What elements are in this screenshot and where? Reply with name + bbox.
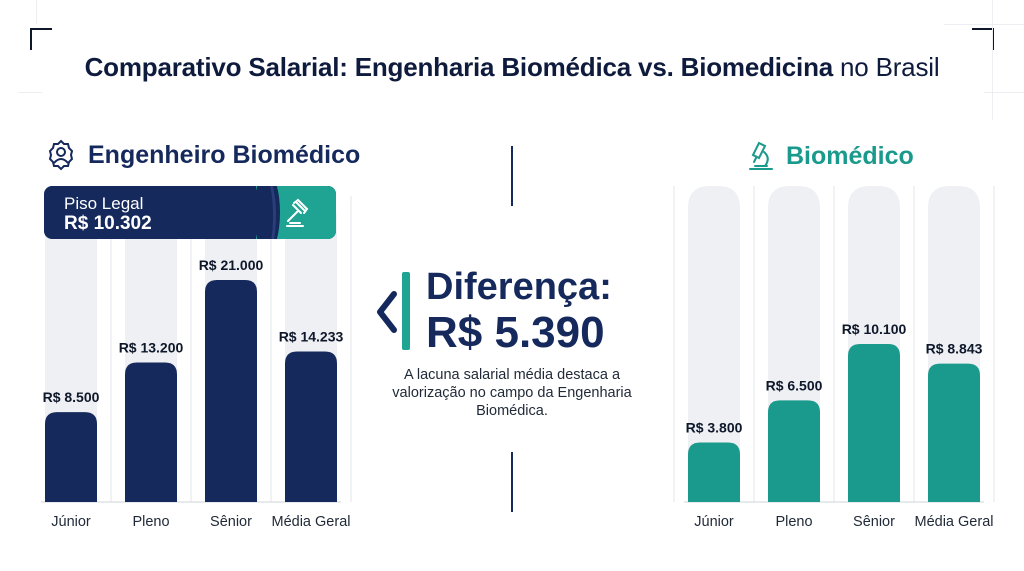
left-panel-title-text: Engenheiro Biomédico [88, 140, 361, 169]
bar-value-label: R$ 8.843 [926, 341, 983, 357]
bar-value-label: R$ 3.800 [686, 420, 743, 436]
center-divider-bottom [511, 452, 513, 512]
category-tick-label: Júnior [51, 514, 91, 530]
corner-decoration-top-left [30, 28, 52, 50]
right-panel-title: Biomédico [746, 140, 914, 172]
faint-line [36, 0, 37, 24]
category-tick-label: Pleno [775, 514, 812, 530]
faint-line [18, 92, 42, 93]
bar-pleno [125, 362, 177, 502]
center-divider-top [511, 146, 513, 206]
bar-value-label: R$ 6.500 [766, 377, 823, 393]
faint-line [944, 24, 1024, 25]
bar-sênior [848, 344, 900, 502]
page-title: Comparativo Salarial: Engenharia Biomédi… [0, 52, 1024, 83]
bar-value-label: R$ 8.500 [43, 389, 100, 405]
gavel-icon [286, 198, 309, 227]
bar-value-label: R$ 10.100 [842, 321, 907, 337]
bar-júnior [688, 442, 740, 502]
category-tick-label: Júnior [694, 514, 734, 530]
difference-description: A lacuna salarial média destaca a valori… [392, 367, 632, 419]
bar-média-geral [285, 351, 337, 502]
bar-pleno [768, 400, 820, 502]
category-tick-label: Sênior [853, 514, 895, 530]
page-title-bold: Comparativo Salarial: Engenharia Biomédi… [84, 52, 834, 82]
bar-value-label: R$ 14.233 [279, 329, 344, 345]
page-title-light: no Brasil [833, 52, 940, 82]
bar-track [688, 186, 740, 502]
bar-média-geral [928, 363, 980, 502]
piso-legal-value: R$ 10.302 [64, 213, 152, 234]
faint-line [992, 0, 993, 120]
category-tick-label: Sênior [210, 514, 252, 530]
bar-value-label: R$ 21.000 [199, 257, 264, 273]
faint-line [984, 92, 1024, 93]
piso-legal-banner: Piso Legal R$ 10.302 [44, 186, 336, 239]
left-panel-title: Engenheiro Biomédico [44, 138, 360, 172]
gear-person-icon [48, 139, 74, 171]
piso-banner-arc-line [256, 186, 276, 239]
chevron-left-icon [377, 272, 410, 350]
difference-value: R$ 5.390 [426, 308, 605, 357]
category-tick-label: Média Geral [915, 514, 994, 530]
difference-label: Diferença: [426, 266, 612, 308]
bar-sênior [205, 280, 257, 502]
category-tick-label: Média Geral [272, 514, 351, 530]
corner-decoration-top-right [972, 28, 994, 50]
bar-júnior [45, 412, 97, 502]
microscope-icon [749, 141, 773, 170]
right-panel-title-text: Biomédico [786, 141, 914, 170]
category-tick-label: Pleno [132, 514, 169, 530]
bar-value-label: R$ 13.200 [119, 339, 184, 355]
piso-legal-label: Piso Legal [64, 194, 144, 213]
